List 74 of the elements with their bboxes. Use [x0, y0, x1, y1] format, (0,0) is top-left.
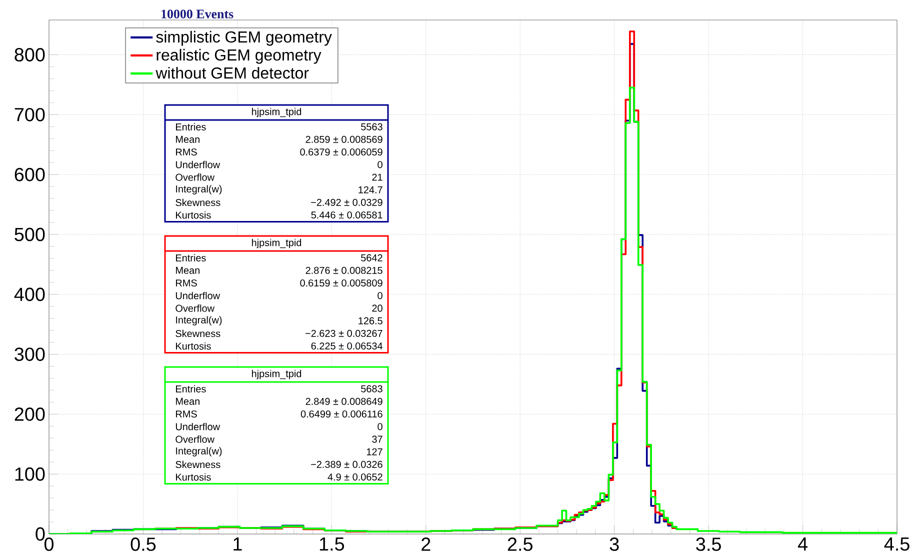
annotation: 37	[372, 436, 382, 443]
annotation: Mean	[176, 398, 200, 405]
annotation: 6.225 ± 0.06534	[311, 342, 382, 350]
x-tick-label: 4	[798, 538, 808, 551]
annotation: Kurtosis	[176, 342, 211, 350]
annotation: 0.6159 ± 0.005809	[300, 279, 382, 287]
annotation: 2.876 ± 0.008215	[306, 266, 382, 274]
annotation: Integral(w)	[176, 185, 222, 194]
annotation: hjpsim_tpid	[252, 108, 302, 118]
annotation: Overflow	[176, 436, 215, 443]
x-tick-label: 1	[234, 538, 242, 551]
x-tick-label: 3	[610, 538, 619, 551]
y-tick-label: 500	[14, 228, 45, 242]
annotation: 126.5	[358, 317, 382, 324]
annotation: Kurtosis	[176, 211, 211, 219]
x-tick-label: 0	[44, 538, 54, 551]
annotation: 127	[366, 448, 382, 456]
annotation: Entries	[176, 254, 206, 262]
y-tick-label: 100	[15, 467, 45, 481]
y-tick-label: 0	[36, 527, 45, 541]
chart-title: 10000 Events	[162, 10, 234, 18]
y-tick-label: 800	[14, 48, 45, 62]
annotation: hjpsim_tpid	[252, 370, 302, 380]
annotation: Overflow	[176, 304, 215, 312]
annotation: hjpsim_tpid	[252, 238, 302, 248]
annotation: Mean	[176, 266, 200, 274]
annotation: 0	[378, 423, 382, 430]
annotation: Integral(w)	[176, 447, 222, 456]
annotation: Entries	[176, 123, 206, 130]
annotation: Mean	[176, 136, 200, 143]
annotation: 2.859 ± 0.008569	[306, 136, 382, 143]
annotation: 124.7	[358, 186, 382, 194]
annotation: Underflow	[176, 292, 220, 300]
annotation: Skewness	[176, 460, 220, 468]
annotation: RMS	[176, 279, 197, 287]
legend-label: simplistic GEM geometry	[156, 30, 332, 46]
annotation: 5642	[361, 254, 382, 262]
annotation: Underflow	[176, 422, 220, 430]
legend-label: without GEM detector	[156, 66, 309, 79]
annotation: 0.6379 ± 0.006059	[300, 148, 382, 156]
x-tick-label: 0.5	[130, 538, 156, 551]
annotation: −2.623 ± 0.03267	[306, 330, 382, 337]
x-tick-label: 1.5	[320, 538, 344, 551]
y-tick-label: 400	[14, 288, 45, 302]
x-tick-label: 2	[422, 538, 430, 551]
annotation: 4.9 ± 0.0652	[328, 473, 382, 481]
annotation: 0.6499 ± 0.006116	[300, 410, 382, 418]
annotation: Skewness	[176, 198, 220, 206]
y-tick-label: 300	[14, 348, 45, 361]
annotation: Skewness	[176, 330, 220, 338]
x-tick-label: 3.5	[696, 538, 721, 551]
y-tick-label: 600	[14, 168, 45, 182]
x-tick-label: 2.5	[508, 538, 532, 551]
annotation: 5.446 ± 0.06581	[311, 211, 382, 219]
annotation: RMS	[176, 410, 197, 418]
x-tick-label: 4.5	[884, 538, 910, 551]
annotation: 0	[378, 292, 382, 300]
annotation: 21	[372, 174, 382, 181]
annotation: 2.849 ± 0.008649	[306, 398, 382, 405]
annotation: 5563	[361, 123, 382, 130]
legend-label: realistic GEM geometry	[156, 48, 322, 64]
annotation: Kurtosis	[176, 473, 211, 481]
annotation: Underflow	[176, 160, 220, 168]
annotation: 0	[378, 161, 382, 168]
annotation: −2.492 ± 0.0329	[311, 198, 382, 206]
y-tick-label: 700	[14, 108, 45, 122]
annotation: 5683	[361, 385, 382, 392]
annotation: Integral(w)	[176, 316, 222, 326]
annotation: Entries	[176, 385, 206, 392]
y-tick-label: 200	[14, 407, 45, 421]
annotation: −2.389 ± 0.0326	[311, 460, 382, 468]
annotation: RMS	[176, 148, 197, 156]
annotation: 20	[372, 304, 382, 312]
annotation: Overflow	[176, 174, 215, 181]
